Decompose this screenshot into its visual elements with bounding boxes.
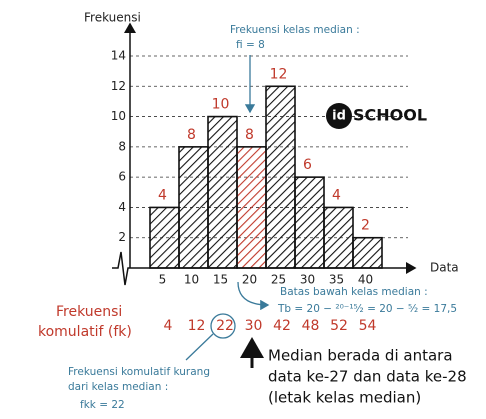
bar xyxy=(265,85,296,269)
logo-badge xyxy=(326,103,352,129)
y-tick-label: 6 xyxy=(118,170,126,184)
data-label: 10 xyxy=(212,97,230,113)
y-tick-label: 14 xyxy=(111,49,126,63)
cumulative-value: 48 xyxy=(302,318,320,334)
highlight-circle xyxy=(210,313,236,339)
annotation: data ke-27 dan data ke-28 xyxy=(268,368,467,386)
bar xyxy=(323,206,354,269)
annotation: fi = 8 xyxy=(236,39,265,51)
y-axis-label: Frekuensi xyxy=(84,11,141,25)
bar xyxy=(236,146,267,269)
y-tick-label: 12 xyxy=(111,79,126,93)
cumulative-label: komulatif (fk) xyxy=(38,324,132,340)
annotation: Frekuensi kelas median : xyxy=(230,24,360,36)
cumulative-value: 54 xyxy=(359,318,377,334)
data-label: 2 xyxy=(361,218,370,234)
bar xyxy=(294,176,325,269)
x-tick-label: 25 xyxy=(271,273,286,287)
data-label: 12 xyxy=(270,66,288,82)
y-tick-label: 2 xyxy=(118,230,126,244)
cumulative-value: 22 xyxy=(216,318,234,334)
x-tick-label: 35 xyxy=(329,273,344,287)
cumulative-value: 4 xyxy=(164,318,173,334)
logo: SCHOOL xyxy=(353,106,427,125)
x-axis-label: Data xyxy=(430,261,459,275)
y-tick-label: 8 xyxy=(118,139,126,153)
x-tick-label: 5 xyxy=(159,273,167,287)
data-label: 8 xyxy=(245,127,254,143)
data-label: 4 xyxy=(158,187,167,203)
cumulative-value: 52 xyxy=(330,318,348,334)
annotation: dari kelas median : xyxy=(68,381,168,393)
data-label: 4 xyxy=(332,187,341,203)
bar xyxy=(207,115,238,269)
cumulative-label: Frekuensi xyxy=(56,304,122,320)
connector xyxy=(185,333,214,361)
x-tick-label: 40 xyxy=(358,273,373,287)
annotation: (letak kelas median) xyxy=(268,389,421,407)
cumulative-value: 12 xyxy=(188,318,206,334)
annotation: Tb = 20 − ²⁰⁻¹⁵⁄₂ = 20 − ⁵⁄₂ = 17,5 xyxy=(277,303,457,315)
x-axis xyxy=(112,251,417,286)
annotation: Frekuensi komulatif kurang xyxy=(68,366,210,378)
cumulative-value: 30 xyxy=(245,318,263,334)
data-label: 8 xyxy=(187,127,196,143)
bar xyxy=(352,236,383,269)
logo: id xyxy=(332,109,346,124)
bar xyxy=(149,206,180,269)
y-tick-label: 10 xyxy=(111,109,126,123)
cumulative-value: 42 xyxy=(273,318,291,334)
annotation: Batas bawah kelas median : xyxy=(280,286,428,298)
x-tick-label: 30 xyxy=(300,273,315,287)
data-label: 6 xyxy=(303,157,312,173)
bar xyxy=(178,146,209,269)
x-tick-label: 10 xyxy=(184,273,199,287)
annotation: fkk = 22 xyxy=(80,399,125,411)
x-tick-label: 20 xyxy=(242,273,257,287)
x-tick-label: 15 xyxy=(213,273,228,287)
arrow xyxy=(237,281,270,311)
y-tick-label: 4 xyxy=(118,200,126,214)
annotation: Median berada di antara xyxy=(268,347,453,365)
